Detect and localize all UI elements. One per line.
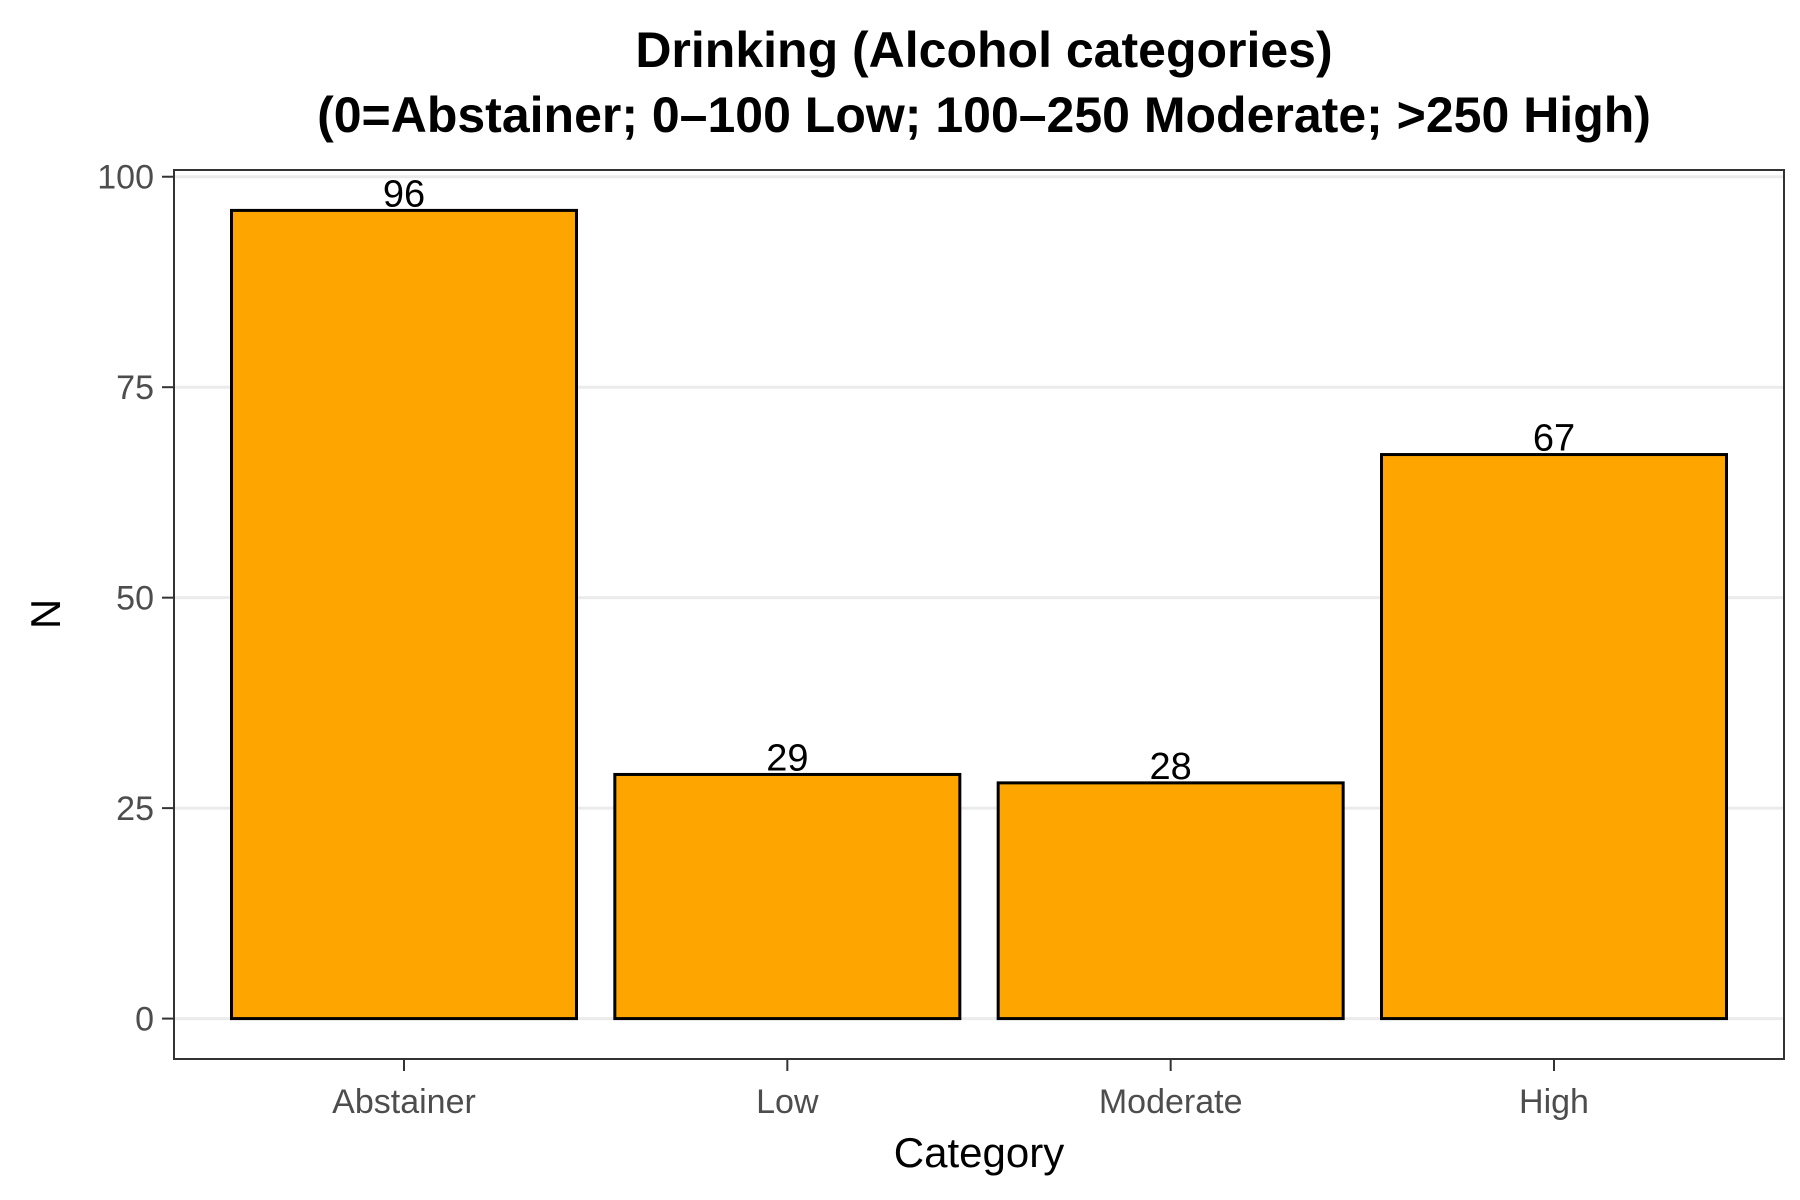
- x-axis-title: Category: [894, 1129, 1064, 1176]
- plot-panel-border: [173, 169, 1785, 1060]
- data-label: 29: [766, 737, 808, 779]
- y-tick-label: 75: [116, 369, 154, 407]
- chart-title-line-2: (0=Abstainer; 0–100 Low; 100–250 Moderat…: [317, 87, 1651, 143]
- y-tick-label: 0: [135, 1001, 154, 1039]
- y-axis: 0 25 50 75 100: [97, 159, 174, 1039]
- chart-title-line-1: Drinking (Alcohol categories): [635, 22, 1332, 78]
- y-tick-label: 100: [97, 159, 154, 197]
- x-tick-label: Abstainer: [332, 1083, 476, 1121]
- data-label: 67: [1533, 418, 1575, 460]
- x-tick-label: Low: [756, 1083, 819, 1121]
- data-label: 96: [383, 173, 425, 215]
- bar-high: [1380, 453, 1728, 1021]
- y-tick-label: 25: [116, 790, 154, 828]
- x-axis: Abstainer Low Moderate High: [332, 1059, 1589, 1121]
- x-tick-label: Moderate: [1099, 1083, 1243, 1121]
- x-tick-label: High: [1519, 1083, 1589, 1121]
- data-labels: 96 29 28 67: [383, 173, 1575, 787]
- data-label: 28: [1150, 746, 1192, 788]
- y-axis-title: N: [22, 599, 69, 629]
- bar-moderate: [996, 781, 1345, 1021]
- y-tick-label: 50: [116, 580, 154, 618]
- bar-abstainer: [230, 208, 578, 1021]
- bars: [230, 208, 1728, 1021]
- bar-low: [613, 772, 962, 1021]
